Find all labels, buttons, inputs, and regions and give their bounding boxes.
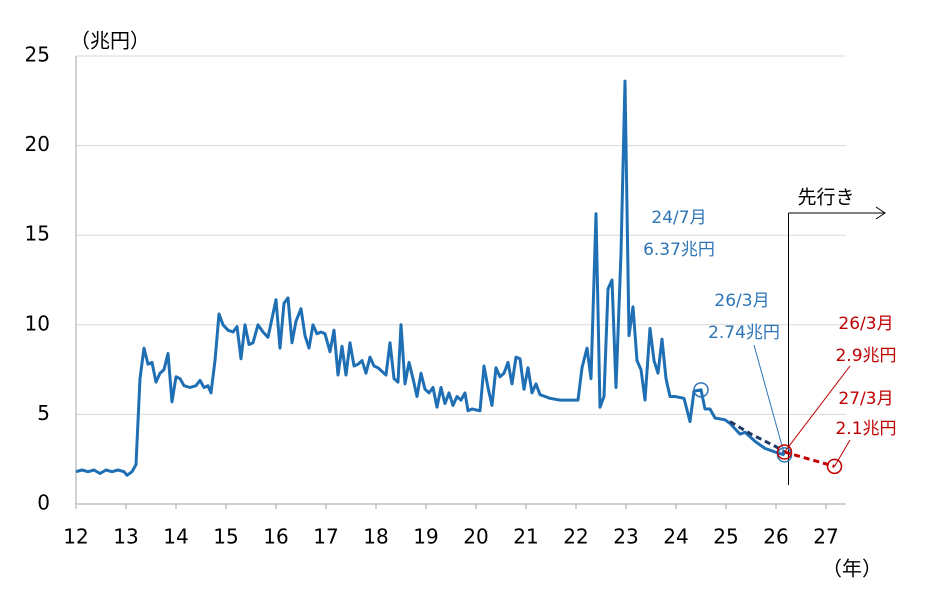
x-tick-label: 24 (663, 525, 688, 549)
leader-line (784, 365, 851, 453)
annotation-marker (776, 444, 793, 460)
y-tick-label: 25 (25, 43, 50, 67)
annotation-date: 26/3月 (714, 291, 769, 311)
x-axis-label: （年） (822, 557, 882, 581)
x-tick-label: 18 (363, 525, 388, 549)
x-tick-label: 25 (713, 525, 738, 549)
x-tick-label: 19 (413, 525, 438, 549)
y-tick-label: 10 (25, 311, 50, 335)
x-tick-label: 16 (263, 525, 288, 549)
x-tick-label: 27 (813, 525, 838, 549)
x-tick-label: 12 (63, 525, 88, 549)
x-tick-label: 26 (763, 525, 788, 549)
y-tick-label: 5 (37, 401, 50, 425)
annotation-date: 24/7月 (651, 208, 706, 228)
y-tick-label: 15 (25, 222, 50, 246)
series-line (784, 450, 835, 468)
annotation-label: 6.37兆円 (643, 240, 715, 260)
x-tick-label: 13 (113, 525, 138, 549)
annotation-label: 2.9兆円 (835, 346, 896, 366)
x-tick-label: 15 (213, 525, 238, 549)
annotation-date: 27/3月 (838, 389, 893, 409)
y-tick-label: 0 (37, 491, 50, 515)
annotation-marker (826, 458, 843, 475)
divider-label: 先行き (797, 187, 854, 209)
x-tick-label: 20 (463, 525, 488, 549)
annotation-label: 2.74兆円 (708, 323, 780, 343)
annotation-marker (693, 382, 709, 398)
leader-line (834, 439, 851, 467)
x-tick-label: 22 (563, 525, 588, 549)
leader-line (753, 344, 785, 456)
annotation-date: 26/3月 (838, 314, 893, 334)
y-tick-label: 20 (25, 132, 50, 156)
x-tick-label: 17 (313, 525, 338, 549)
divider-arrowhead (875, 206, 886, 220)
x-tick-label: 14 (163, 525, 188, 549)
annotation-label: 2.1兆円 (835, 419, 896, 439)
y-axis-label: （兆円） (70, 29, 150, 53)
x-tick-label: 21 (513, 525, 538, 549)
series-line (75, 79, 785, 477)
series-line (729, 420, 786, 454)
x-tick-label: 23 (613, 525, 638, 549)
